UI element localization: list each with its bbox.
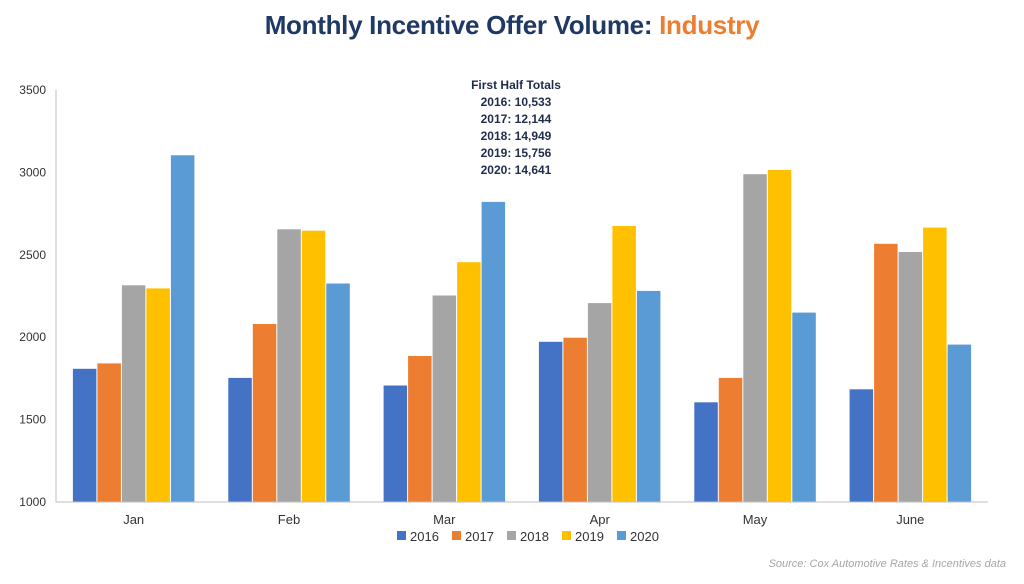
legend-label-2018: 2018 bbox=[520, 529, 549, 544]
x-tick-label: May bbox=[743, 512, 768, 527]
legend-swatch-2017 bbox=[452, 531, 461, 540]
bar-jan-2018 bbox=[121, 285, 146, 502]
chart-title: Monthly Incentive Offer Volume: Industry bbox=[0, 10, 1024, 41]
legend-swatch-2016 bbox=[397, 531, 406, 540]
bar-mar-2019 bbox=[457, 262, 481, 502]
bar-apr-2018 bbox=[587, 303, 612, 502]
annotation-line: 2016: 10,533 bbox=[481, 95, 552, 109]
x-tick-label: Mar bbox=[433, 512, 456, 527]
legend-swatch-2019 bbox=[562, 531, 571, 540]
x-tick-label: June bbox=[896, 512, 924, 527]
bar-apr-2017 bbox=[563, 337, 587, 502]
first-half-totals-annotation: First Half Totals 2016: 10,533 2017: 12,14… bbox=[471, 78, 561, 177]
bar-may-2017 bbox=[718, 377, 743, 502]
annotation-line: 2020: 14,641 bbox=[481, 163, 552, 177]
annotation-line: 2018: 14,949 bbox=[481, 129, 552, 143]
bar-may-2016 bbox=[694, 402, 718, 502]
legend-label-2016: 2016 bbox=[410, 529, 439, 544]
y-tick-label: 3500 bbox=[19, 83, 46, 97]
bar-apr-2016 bbox=[538, 341, 563, 502]
bar-june-2016 bbox=[849, 389, 874, 502]
annotation-line: 2017: 12,144 bbox=[481, 112, 552, 126]
y-tick-label: 2000 bbox=[19, 330, 46, 344]
x-tick-label: Jan bbox=[123, 512, 144, 527]
chart-title-main: Monthly Incentive Offer Volume: bbox=[264, 10, 660, 40]
bar-feb-2017 bbox=[252, 324, 277, 502]
bar-mar-2020 bbox=[481, 201, 506, 502]
bar-jan-2016 bbox=[72, 368, 97, 502]
x-axis: Jan Feb Mar Apr May June bbox=[56, 501, 988, 527]
bars bbox=[72, 155, 972, 503]
chart-title-accent: Industry bbox=[659, 10, 760, 40]
legend-label-2020: 2020 bbox=[630, 529, 659, 544]
bar-june-2020 bbox=[947, 344, 972, 502]
x-tick-label: Apr bbox=[590, 512, 611, 527]
bar-apr-2019 bbox=[612, 226, 636, 502]
bar-may-2020 bbox=[792, 312, 816, 502]
bar-jan-2017 bbox=[97, 363, 121, 502]
legend: 2016 2017 2018 2019 2020 bbox=[397, 529, 659, 544]
bar-jan-2019 bbox=[146, 288, 170, 502]
x-tick-label: Feb bbox=[278, 512, 300, 527]
annotation-title: First Half Totals bbox=[471, 78, 561, 92]
legend-swatch-2018 bbox=[507, 531, 516, 540]
bar-feb-2018 bbox=[277, 229, 301, 503]
y-tick-label: 1000 bbox=[19, 495, 46, 509]
bar-mar-2018 bbox=[432, 295, 457, 502]
bar-jan-2020 bbox=[170, 155, 195, 503]
bar-mar-2016 bbox=[383, 385, 408, 502]
legend-label-2017: 2017 bbox=[465, 529, 494, 544]
y-tick-label: 3000 bbox=[19, 165, 46, 179]
legend-swatch-2020 bbox=[617, 531, 626, 540]
bar-may-2019 bbox=[767, 169, 792, 502]
annotation-line: 2019: 15,756 bbox=[481, 146, 552, 160]
y-tick-label: 2500 bbox=[19, 248, 46, 262]
bar-june-2018 bbox=[898, 252, 923, 502]
bar-june-2019 bbox=[923, 227, 947, 502]
legend-label-2019: 2019 bbox=[575, 529, 604, 544]
bar-feb-2020 bbox=[326, 283, 350, 502]
bar-apr-2020 bbox=[636, 290, 661, 502]
y-axis: 1000 1500 2000 2500 3000 3500 bbox=[19, 83, 57, 509]
bar-feb-2019 bbox=[301, 230, 326, 502]
bar-june-2017 bbox=[874, 243, 898, 503]
y-tick-label: 1500 bbox=[19, 413, 46, 427]
source-note: Source: Cox Automotive Rates & Incentive… bbox=[768, 558, 1006, 570]
bar-mar-2017 bbox=[408, 356, 432, 502]
bar-feb-2016 bbox=[228, 377, 252, 502]
bar-may-2018 bbox=[743, 174, 767, 502]
